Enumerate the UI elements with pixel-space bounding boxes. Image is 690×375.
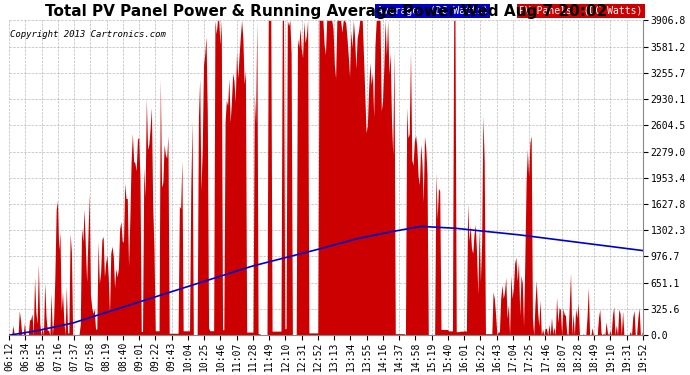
Text: Average  (DC Watts): Average (DC Watts) [377, 6, 489, 16]
Title: Total PV Panel Power & Running Average Power Wed Aug 7 20:02: Total PV Panel Power & Running Average P… [45, 4, 607, 19]
Text: PV Panels  (DC Watts): PV Panels (DC Watts) [520, 6, 642, 16]
Text: Copyright 2013 Cartronics.com: Copyright 2013 Cartronics.com [10, 30, 166, 39]
